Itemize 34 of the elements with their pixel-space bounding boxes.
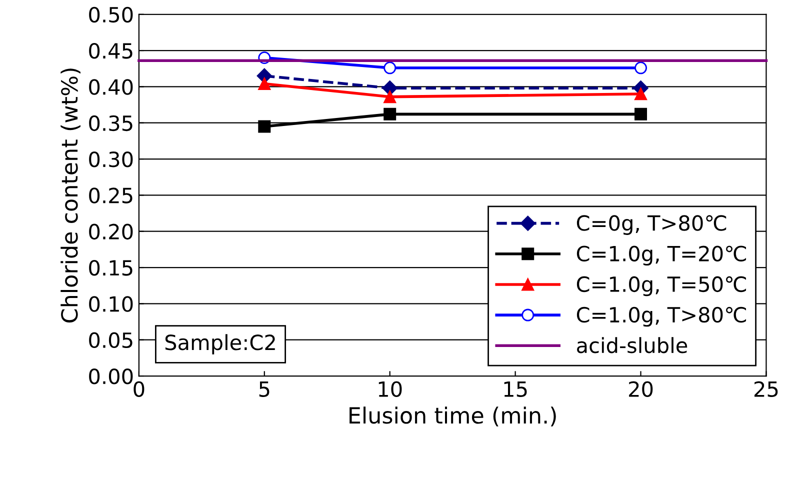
- point: [384, 90, 396, 104]
- point: [258, 78, 271, 90]
- y-tick-label: 0.50: [89, 6, 133, 23]
- legend-label: C=1.0g, T=50℃: [576, 276, 746, 296]
- y-tick-label: 0.05: [89, 332, 132, 348]
- x-tick-label: 0: [134, 381, 144, 397]
- annotation: Sample:C2: [165, 334, 275, 354]
- legend-label: C=1.0g, T>80℃: [576, 306, 746, 327]
- point: [384, 62, 396, 74]
- y-tick-label: 0.35: [89, 115, 132, 132]
- point: [634, 88, 648, 100]
- y-tick-label: 0.10: [89, 296, 133, 312]
- point: [634, 62, 648, 74]
- legend-label: C=1.0g, T=20℃: [576, 246, 746, 266]
- y-tick-label: 0.45: [89, 42, 132, 59]
- point: [382, 80, 398, 96]
- x-tick-label: 20: [629, 381, 653, 397]
- x-tick-label: 10: [378, 381, 402, 397]
- y-tick-label: 0.00: [89, 368, 133, 384]
- y-tick-label: 0.15: [89, 260, 132, 276]
- point: [384, 108, 396, 120]
- point: [258, 120, 271, 133]
- legend-label: acid-sluble: [577, 337, 688, 354]
- x-tick-label: 25: [754, 381, 778, 397]
- x-tick-label: 5: [259, 382, 270, 397]
- legend-label: C=0g, T>80℃: [576, 215, 726, 235]
- y-tick-label: 0.20: [89, 224, 133, 240]
- y-tick-label: 0.30: [89, 151, 133, 168]
- point: [634, 108, 648, 120]
- y-axis-title: Chloride content (wt%): [60, 68, 80, 322]
- x-axis-title: Elusion time (min.): [350, 406, 556, 426]
- y-tick-label: 0.40: [89, 79, 133, 95]
- y-tick-label: 0.25: [89, 188, 132, 204]
- x-tick-label: 15: [504, 382, 527, 397]
